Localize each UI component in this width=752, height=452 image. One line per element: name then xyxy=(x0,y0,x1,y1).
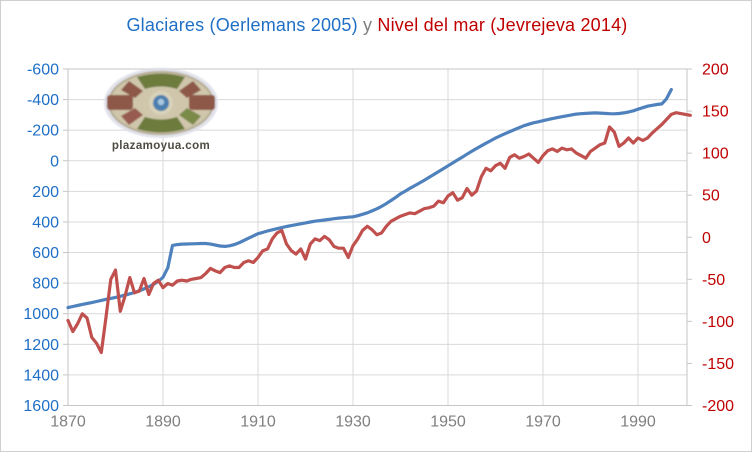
y-left-tick-label: 200 xyxy=(32,184,59,201)
y-left-tick-label: -400 xyxy=(27,92,59,109)
y-left-tick-label: 800 xyxy=(32,276,59,293)
chart-title-separator: y xyxy=(357,15,378,35)
y-left-tick-label: 600 xyxy=(32,245,59,262)
plazamoyua-logo: plazamoyua.com xyxy=(104,68,218,152)
y-left-tick-label: 1200 xyxy=(23,337,59,354)
x-tick-label: 1970 xyxy=(525,414,561,431)
sea-level-line-series xyxy=(66,111,692,355)
plaza-illustration xyxy=(104,68,218,138)
y-right-tick-label: 150 xyxy=(702,104,729,121)
x-tick-label: 1950 xyxy=(430,414,466,431)
y-left-tick-label: 400 xyxy=(32,214,59,231)
y-right-tick-label: -100 xyxy=(702,314,734,331)
y-right-tick-label: 200 xyxy=(702,62,729,79)
plazamoyua-logo-text: plazamoyua.com xyxy=(112,140,210,152)
y-left-tick-label: 1400 xyxy=(23,367,59,384)
y-right-tick-label: -50 xyxy=(702,272,725,289)
y-left-tick-label: -600 xyxy=(27,62,59,79)
x-tick-label: 1990 xyxy=(620,414,656,431)
y-left-tick-label: 0 xyxy=(50,153,59,170)
y-right-tick-label: 50 xyxy=(702,188,720,205)
x-tick-label: 1890 xyxy=(145,414,181,431)
y-left-tick-label: 1000 xyxy=(23,306,59,323)
y-right-tick-label: -150 xyxy=(702,356,734,373)
x-tick-label: 1930 xyxy=(335,414,371,431)
chart-title: Glaciares (Oerlemans 2005) y Nivel del m… xyxy=(1,15,751,36)
x-tick-label: 1910 xyxy=(240,414,276,431)
glaciers-line-series xyxy=(66,87,673,310)
y-right-tick-label: 100 xyxy=(702,146,729,163)
x-tick-label: 1870 xyxy=(50,414,86,431)
chart-title-sea-level: Nivel del mar (Jevrejeva 2014) xyxy=(377,15,628,35)
y-left-tick-label: -200 xyxy=(27,123,59,140)
y-right-tick-label: 0 xyxy=(702,230,711,247)
chart-title-glaciers: Glaciares (Oerlemans 2005) xyxy=(126,15,358,35)
y-right-tick-label: -200 xyxy=(702,398,734,415)
y-left-tick-label: 1600 xyxy=(23,398,59,415)
